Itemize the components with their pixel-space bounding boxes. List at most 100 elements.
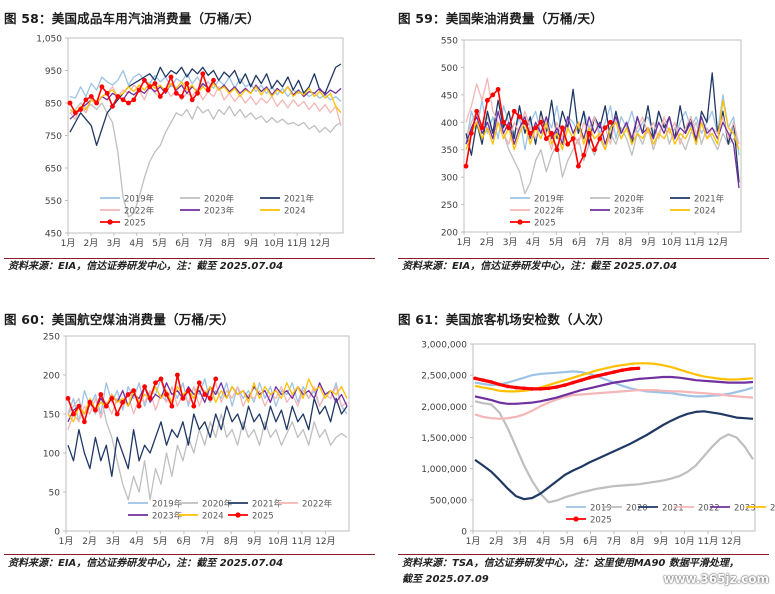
x-tick-label: 12月 — [721, 536, 741, 547]
series-point-2025 — [485, 97, 490, 103]
series-line-2022 — [69, 84, 342, 126]
series-point-2025 — [554, 147, 560, 153]
chart-title: 图 60：美国航空煤油消费量（万桶/天） — [4, 312, 235, 327]
y-tick-label: 250 — [43, 333, 60, 343]
legend-label: 2025 — [252, 512, 274, 522]
y-tick-label: 450 — [45, 230, 62, 240]
y-tick-label: 950 — [45, 67, 62, 77]
series-point-2025 — [157, 94, 163, 99]
series-point-2025 — [602, 125, 608, 131]
y-tick-label: 2,000,000 — [421, 403, 467, 413]
series-point-2025 — [563, 383, 567, 387]
legend-label: 2022年 — [534, 206, 565, 217]
series-point-2025 — [76, 403, 82, 409]
y-tick-label: 1,500,000 — [421, 434, 467, 444]
x-tick-label: 11月 — [292, 536, 312, 547]
series-line-2022 — [474, 388, 754, 420]
series-point-2025 — [71, 411, 76, 417]
x-tick-label: 1月 — [466, 536, 481, 547]
x-tick-label: 11月 — [698, 536, 718, 547]
legend-marker-2025 — [107, 219, 113, 225]
x-tick-label: 8月 — [224, 536, 239, 547]
x-tick-label: 1月 — [59, 536, 74, 547]
legend-label: 2024 — [694, 207, 716, 217]
x-tick-label: 10月 — [662, 237, 682, 248]
y-tick-label: 350 — [441, 146, 458, 156]
watermark: www.365jz.com — [663, 572, 769, 586]
series-point-2025 — [213, 376, 219, 382]
source-rule — [4, 554, 375, 555]
series-point-2025 — [196, 380, 202, 386]
series-line-2025 — [69, 72, 215, 114]
legend-label: 2024 — [202, 512, 224, 522]
series-point-2025 — [571, 380, 575, 385]
series-line-2024 — [465, 99, 740, 151]
y-tick-label: 2,500,000 — [421, 372, 467, 382]
series-point-2025 — [72, 110, 78, 116]
series-point-2025 — [131, 97, 137, 103]
y-tick-label: 500,000 — [430, 496, 467, 506]
x-tick-label: 8月 — [221, 238, 236, 249]
series-point-2025 — [511, 108, 517, 114]
series-point-2025 — [120, 97, 126, 103]
series-point-2025 — [202, 392, 208, 397]
legend-label: 2021年 — [694, 194, 725, 205]
series-point-2025 — [67, 100, 73, 106]
legend-label: 2020年 — [204, 194, 235, 205]
source-rule — [398, 258, 769, 259]
series-point-2025 — [514, 385, 518, 390]
series-point-2025 — [94, 100, 99, 106]
x-tick-label: 3月 — [513, 536, 528, 547]
series-point-2025 — [205, 87, 211, 93]
x-tick-label: 7月 — [198, 238, 213, 249]
series-point-2025 — [180, 396, 186, 401]
series-point-2025 — [497, 382, 502, 387]
series-point-2025 — [628, 367, 633, 371]
series-point-2025 — [538, 119, 544, 125]
source-note: 资料来源：TSA，信达证券研发中心，注：这里使用MA90 数据平滑处理，截至 2… — [402, 558, 739, 585]
series-point-2025 — [152, 81, 158, 86]
series-point-2025 — [195, 90, 200, 96]
series-point-2025 — [131, 388, 137, 393]
x-tick-label: 6月 — [177, 536, 192, 547]
y-tick-label: 150 — [43, 411, 60, 421]
series-point-2025 — [469, 130, 474, 136]
series-point-2025 — [142, 77, 147, 83]
legend-label: 2025 — [124, 219, 146, 229]
y-tick-label: 300 — [441, 174, 458, 184]
series-line-2021 — [474, 410, 754, 501]
series-point-2025 — [104, 90, 110, 96]
tsa-chart: 3,000,000 2,500,000 2,000,000 1,500,000 1,00… — [421, 341, 775, 548]
series-line-2021 — [67, 397, 348, 478]
x-tick-label: 1月 — [61, 238, 76, 249]
legend-label: 2023 — [734, 504, 756, 514]
legend-label: 2023年 — [152, 511, 183, 522]
chart-title: 图 59：美国柴油消费量（万桶/天） — [398, 11, 603, 26]
series-line-2020 — [67, 393, 348, 501]
series-point-2025 — [530, 387, 534, 391]
series-point-2025 — [115, 94, 121, 99]
legend-marker-2025 — [235, 512, 241, 518]
x-tick-label: 4月 — [129, 238, 144, 249]
series-point-2025 — [604, 372, 608, 376]
legend-label: 2021年 — [284, 194, 315, 205]
series-point-2025 — [169, 403, 175, 409]
series-point-2025 — [153, 380, 158, 386]
x-tick-label: 2月 — [480, 237, 495, 248]
y-tick-label: 500 — [441, 64, 458, 74]
x-tick-label: 11月 — [287, 238, 307, 249]
source-note: 资料来源：EIA，信达证券研发中心，注：截至 2025.07.04 — [8, 558, 284, 569]
legend-label: 2019 — [590, 504, 612, 514]
x-tick-label: 4月 — [129, 536, 144, 547]
series-point-2025 — [142, 384, 148, 390]
y-tick-label: 550 — [441, 37, 458, 47]
x-tick-label: 10月 — [264, 238, 284, 249]
series-point-2025 — [109, 396, 115, 401]
series-point-2025 — [546, 386, 551, 391]
series-point-2025 — [147, 396, 153, 401]
x-tick-label: 7月 — [200, 536, 215, 547]
series-point-2025 — [163, 87, 169, 93]
series-point-2025 — [158, 376, 164, 382]
series-point-2025 — [555, 385, 559, 389]
